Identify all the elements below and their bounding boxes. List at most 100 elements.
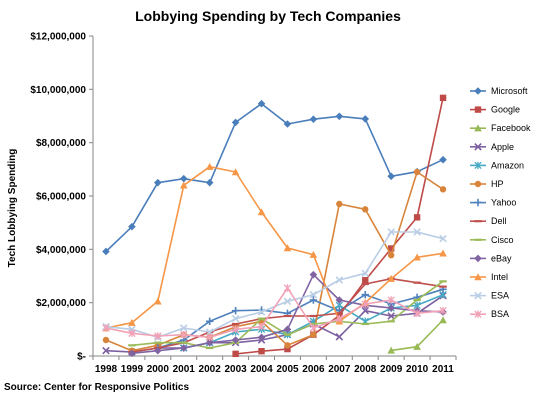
data-point-ebay <box>387 304 395 312</box>
data-point-hp <box>310 331 317 338</box>
legend-label: Cisco <box>491 235 514 245</box>
series-line-microsoft <box>105 102 444 253</box>
data-point-ebay <box>335 296 344 304</box>
legend-label: eBay <box>491 253 512 263</box>
legend-swatch-marker <box>474 291 482 300</box>
data-point-esa <box>335 276 344 284</box>
legend-swatch-marker <box>474 254 482 263</box>
x-tick-label: 2002 <box>199 364 222 375</box>
legend-item-dell: Dell <box>470 216 507 226</box>
data-point-google <box>232 350 239 358</box>
data-point-microsoft <box>283 120 292 128</box>
data-point-microsoft <box>102 247 110 256</box>
data-point-esa <box>361 269 370 278</box>
x-tick-label: 2006 <box>302 364 325 375</box>
x-tick-label: 2007 <box>328 364 351 375</box>
data-point-bsa <box>439 306 447 315</box>
data-point-ebay <box>205 338 214 347</box>
data-point-ebay <box>154 346 162 355</box>
legend-item-esa: ESA <box>470 291 509 301</box>
data-point-hp <box>102 336 110 344</box>
data-point-microsoft <box>387 172 395 181</box>
data-point-apple <box>335 333 344 341</box>
data-point-esa <box>205 328 214 336</box>
legend-item-hp: HP <box>470 179 504 189</box>
legend-swatch-marker <box>474 124 482 132</box>
x-tick-label: 2008 <box>354 364 377 375</box>
legend-item-amazon: Amazon <box>470 160 524 170</box>
data-point-ebay <box>257 333 266 342</box>
source-note: Source: Center for Responsive Politics <box>4 382 189 393</box>
series-cisco <box>128 280 447 350</box>
legend-swatch-marker <box>474 161 482 170</box>
legend-label: Apple <box>491 142 514 152</box>
data-point-hp <box>362 206 369 213</box>
y-tick-label: $4,000,000 <box>36 245 86 256</box>
legend: Microsoft Google Facebook Apple Amazon HP Yaho… <box>470 86 531 319</box>
data-point-esa <box>413 228 421 236</box>
x-tick-label: 2011 <box>432 364 454 375</box>
data-point-bsa <box>335 314 343 323</box>
legend-item-cisco: Cisco <box>470 235 514 245</box>
legend-swatch-marker <box>474 87 482 95</box>
data-point-microsoft <box>257 99 266 108</box>
data-point-esa <box>387 228 395 236</box>
data-point-google <box>439 94 447 102</box>
legend-label: ESA <box>491 291 509 301</box>
x-tick-label: 2001 <box>173 364 196 375</box>
data-point-intel <box>154 297 162 305</box>
data-point-yahoo <box>309 296 318 304</box>
data-point-ebay <box>309 270 318 279</box>
series-line-hp <box>105 171 444 352</box>
data-point-microsoft <box>231 118 240 127</box>
data-point-bsa <box>387 296 395 304</box>
data-point-esa <box>439 234 447 243</box>
x-tick-label: 2005 <box>276 364 299 375</box>
data-point-intel <box>205 162 214 170</box>
data-point-facebook <box>413 342 421 350</box>
data-point-apple <box>361 306 370 315</box>
data-point-microsoft <box>179 174 188 183</box>
data-point-esa <box>179 324 188 332</box>
legend-swatch-marker <box>474 273 482 281</box>
legend-label: Microsoft <box>491 86 528 96</box>
data-point-intel <box>128 318 136 326</box>
data-point-bsa <box>283 284 292 292</box>
data-point-bsa <box>231 325 240 334</box>
data-point-intel <box>283 244 292 252</box>
data-point-bsa <box>102 324 110 332</box>
legend-item-google: Google <box>470 105 520 115</box>
x-tick-label: 2004 <box>250 364 273 375</box>
data-point-google <box>387 245 395 252</box>
data-point-intel <box>231 168 240 176</box>
x-tick-label: 2003 <box>224 364 247 375</box>
data-point-hp <box>284 342 291 349</box>
y-tick-label: $8,000,000 <box>36 138 86 149</box>
data-point-intel <box>179 181 188 189</box>
data-point-intel <box>309 250 318 258</box>
legend-swatch-marker <box>474 106 482 113</box>
legend-label: Dell <box>491 216 507 226</box>
data-point-esa <box>257 308 266 316</box>
data-point-bsa <box>257 322 266 331</box>
data-point-google <box>362 277 369 284</box>
legend-label: BSA <box>491 309 509 319</box>
data-point-yahoo <box>205 317 214 326</box>
legend-item-ebay: eBay <box>470 253 512 263</box>
data-point-intel <box>413 253 421 261</box>
y-tick-label: $2,000,000 <box>36 298 86 309</box>
x-tick-label: 1998 <box>95 364 118 375</box>
data-point-esa <box>231 314 240 323</box>
data-point-ebay <box>179 344 188 352</box>
legend-label: Yahoo <box>491 198 516 208</box>
data-point-bsa <box>180 330 188 339</box>
data-point-google <box>284 345 291 353</box>
data-point-bsa <box>206 333 214 342</box>
legend-label: HP <box>491 179 504 189</box>
data-point-google <box>413 214 421 221</box>
data-point-ebay <box>283 325 292 334</box>
x-tick-label: 2009 <box>380 364 403 375</box>
data-point-intel <box>439 249 447 257</box>
data-point-microsoft <box>205 178 214 187</box>
